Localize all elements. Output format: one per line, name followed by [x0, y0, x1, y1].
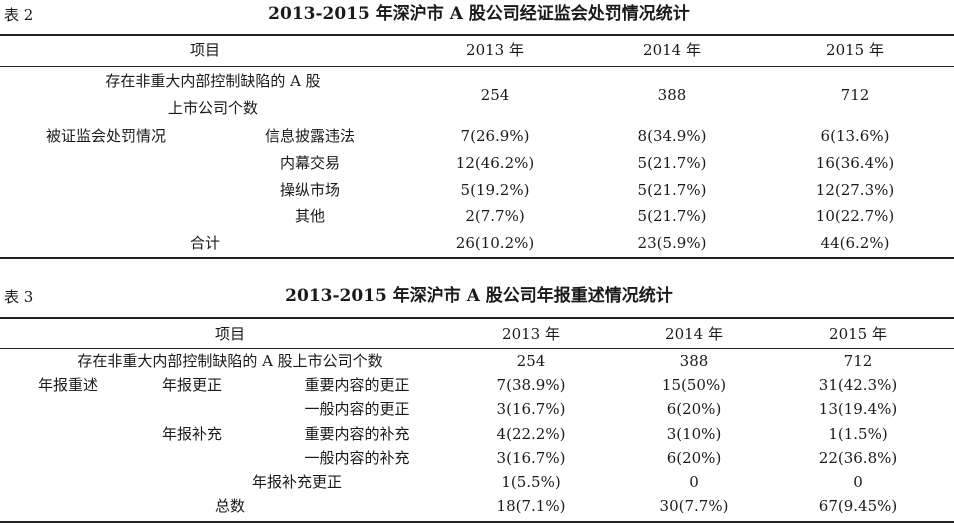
table-2-header-rule [0, 66, 954, 67]
table-3-cell: 31(42.3%) [818, 376, 898, 394]
table-2-bottom-rule [0, 257, 954, 259]
table-2-row-label: 信息披露违法 [264, 127, 356, 145]
table-2-count-label-line1: 存在非重大内部控制缺陷的 A 股 [105, 72, 321, 90]
table-3-subgroup-supplement: 年报补充 [162, 425, 223, 443]
table-2-count-2015: 712 [840, 86, 870, 104]
table-3-count-2015: 712 [843, 352, 873, 370]
table-2-cell: 2(7.7%) [465, 207, 525, 225]
table-2-cell: 12(46.2%) [455, 154, 535, 172]
table-3-cell: 13(19.4%) [818, 400, 898, 418]
table-3-total-2013: 18(7.1%) [496, 497, 566, 515]
table-3-header-2014: 2014 年 [665, 325, 723, 343]
table-2-header-2014: 2014 年 [643, 41, 701, 59]
table-2-title: 2013-2015 年深沪市 A 股公司经证监会处罚情况统计 [268, 4, 690, 24]
table-3-cell: 6(20%) [666, 400, 722, 418]
table-3-cell: 1(5.5%) [501, 473, 561, 491]
table-3-cell: 4(22.2%) [496, 425, 566, 443]
table-3-header-2013: 2013 年 [502, 325, 560, 343]
table-2-header-item: 项目 [189, 41, 221, 59]
table-3-cell: 6(20%) [666, 449, 722, 467]
table-3-cell: 15(50%) [661, 376, 727, 394]
table-2-total-2014: 23(5.9%) [637, 234, 707, 252]
table-2-header-2015: 2015 年 [826, 41, 884, 59]
table-2-cell: 10(22.7%) [815, 207, 895, 225]
table-3-row-label: 重要内容的更正 [304, 376, 410, 394]
table-2-count-2014: 388 [657, 86, 687, 104]
table-2-cell: 16(36.4%) [815, 154, 895, 172]
table-3-group-label: 年报重述 [38, 376, 99, 394]
table-2-total-2015: 44(6.2%) [820, 234, 890, 252]
table-2-cell: 5(21.7%) [637, 154, 707, 172]
table-3-label: 表 3 [4, 288, 34, 306]
table-3-total-label: 总数 [214, 497, 246, 515]
table-3-count-2014: 388 [679, 352, 709, 370]
table-2-header-2013: 2013 年 [466, 41, 524, 59]
table-3-row-label: 重要内容的补充 [304, 425, 410, 443]
table-3-cell: 7(38.9%) [496, 376, 566, 394]
table-3-cell: 3(16.7%) [496, 449, 566, 467]
table-3-subgroup-correction: 年报更正 [162, 376, 223, 394]
table-2-cell: 7(26.9%) [460, 127, 530, 145]
table-3-total-2014: 30(7.7%) [659, 497, 729, 515]
table-2-label: 表 2 [4, 6, 34, 24]
table-3-row-label: 一般内容的补充 [304, 449, 410, 467]
table-3-count-label: 存在非重大内部控制缺陷的 A 股上市公司个数 [77, 352, 383, 370]
table-2-total-2013: 26(10.2%) [455, 234, 535, 252]
table-2-row-label: 操纵市场 [279, 181, 341, 199]
table-3-header-item: 项目 [214, 325, 246, 343]
table-2-count-2013: 254 [480, 86, 510, 104]
table-3-total-2015: 67(9.45%) [818, 497, 898, 515]
table-3-cell: 0 [689, 473, 699, 491]
table-3-header-2015: 2015 年 [829, 325, 887, 343]
table-2-cell: 5(19.2%) [460, 181, 530, 199]
table-3-title: 2013-2015 年深沪市 A 股公司年报重述情况统计 [285, 286, 673, 306]
table-2-cell: 5(21.7%) [637, 207, 707, 225]
table-2-cell: 8(34.9%) [637, 127, 707, 145]
table-2-count-label-line2: 上市公司个数 [167, 99, 259, 117]
table-3-header-rule [0, 348, 954, 349]
table-3-cell: 3(10%) [666, 425, 722, 443]
table-2-row-label: 内幕交易 [279, 154, 341, 172]
table-2-cell: 12(27.3%) [815, 181, 895, 199]
table-3-row-label: 一般内容的更正 [304, 400, 410, 418]
table-2-row-label: 其他 [294, 207, 326, 225]
table-3-count-2013: 254 [516, 352, 546, 370]
table-2-top-rule [0, 34, 954, 36]
table-3-cell: 3(16.7%) [496, 400, 566, 418]
table-2-group-label: 被证监会处罚情况 [46, 127, 167, 145]
table-3-top-rule [0, 317, 954, 319]
table-2-total-label: 合计 [189, 234, 221, 252]
table-3-cell: 0 [853, 473, 863, 491]
table-2-cell: 5(21.7%) [637, 181, 707, 199]
table-3-supp-corr-label: 年报补充更正 [251, 473, 343, 491]
table-3-bottom-rule [0, 521, 954, 523]
table-3-cell: 22(36.8%) [818, 449, 898, 467]
table-3-cell: 1(1.5%) [828, 425, 888, 443]
table-2-cell: 6(13.6%) [820, 127, 890, 145]
